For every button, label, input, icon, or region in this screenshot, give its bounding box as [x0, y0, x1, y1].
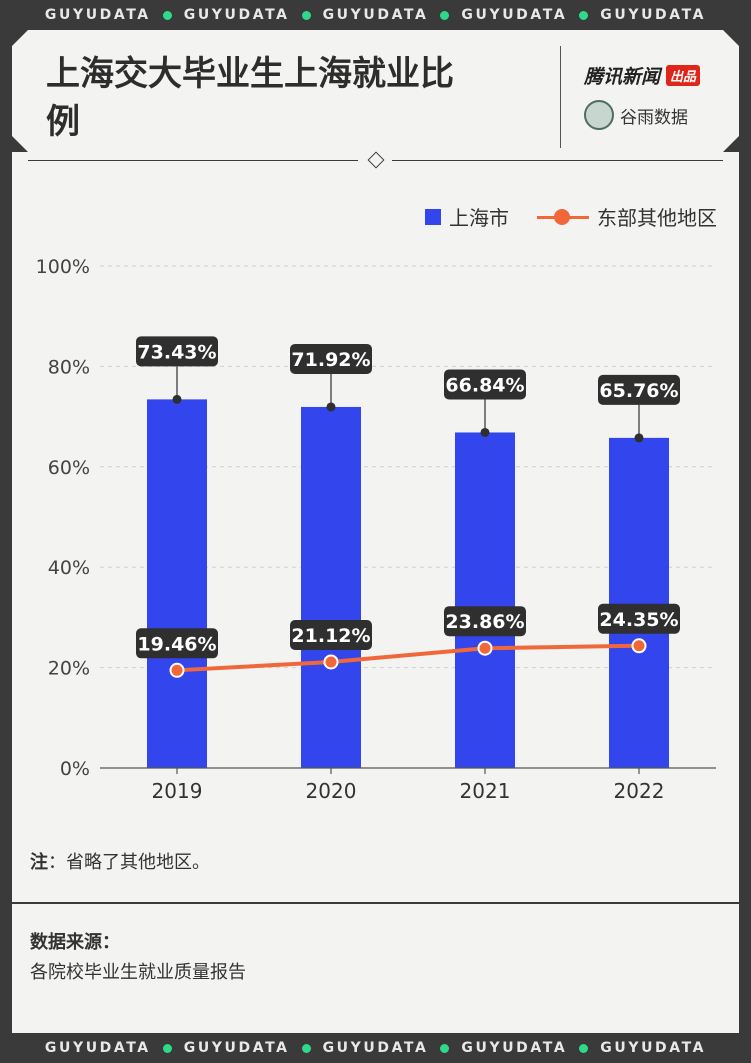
line-value-label: 24.35% — [599, 609, 678, 631]
bar-value-label: 73.43% — [137, 341, 216, 363]
legend-swatch-bar — [425, 208, 441, 225]
source-divider — [12, 902, 739, 904]
bar-value-label-box — [290, 343, 372, 374]
ticker-bottom: GUYUDATA GUYUDATA GUYUDATA GUYUDATA GUYUDATA — [0, 1033, 751, 1063]
y-tick-label: 80% — [48, 356, 90, 378]
x-tick-label: 2021 — [460, 779, 511, 803]
ticker-word: GUYUDATA — [183, 7, 290, 23]
y-tick-label: 0% — [60, 758, 90, 780]
ticker-dot-icon — [162, 1043, 172, 1053]
ticker-word: GUYUDATA — [600, 7, 707, 23]
bar-value-label-box — [444, 369, 526, 400]
bar-leader-dot — [172, 394, 182, 404]
footnote-text: ：省略了其他地区。 — [48, 852, 210, 873]
guyu-data-logo: 谷雨数据 — [584, 100, 688, 130]
page-title: 上海交大毕业生上海就业比例 — [46, 54, 454, 142]
header-divider — [560, 46, 561, 148]
line-value-label: 21.12% — [291, 625, 370, 647]
legend-item-shanghai: 上海市 — [425, 202, 509, 231]
x-tick-label: 2022 — [614, 779, 665, 803]
x-tick-label: 2020 — [306, 779, 357, 803]
line-value-label-box — [290, 619, 372, 650]
ticker-word: GUYUDATA — [44, 7, 151, 23]
tencent-news-badge: 出品 — [666, 65, 701, 86]
ticker-dot-icon — [301, 10, 311, 20]
ticker-word: GUYUDATA — [461, 7, 568, 23]
bar-leader-dot — [480, 427, 490, 437]
ticker-dot-icon — [162, 10, 172, 20]
line-point-2019 — [169, 662, 185, 678]
bar-value-label: 65.76% — [599, 380, 678, 402]
line-point-2021 — [477, 640, 493, 656]
y-tick-label: 40% — [48, 557, 90, 579]
bar-leader-dot — [326, 402, 336, 412]
line-point-2020 — [323, 654, 339, 670]
bar-value-label: 66.84% — [445, 374, 524, 396]
guyu-data-text: 谷雨数据 — [620, 107, 688, 128]
ticker-dot-icon — [579, 1043, 589, 1053]
bar-leader-dot — [634, 433, 644, 443]
footnote: 注：省略了其他地区。 — [30, 848, 210, 874]
ticker-word: GUYUDATA — [461, 1040, 568, 1056]
corner-decoration — [12, 136, 28, 152]
ticker-dot-icon — [579, 10, 589, 20]
ticker-word: GUYUDATA — [600, 1040, 707, 1056]
ticker-top: GUYUDATA GUYUDATA GUYUDATA GUYUDATA GUYUDATA — [0, 0, 751, 30]
line-east-region — [176, 643, 640, 673]
corner-decoration — [723, 136, 739, 152]
chart-legend: 上海市 东部其他地区 — [425, 202, 717, 231]
source-title: 数据来源： — [30, 932, 120, 953]
corner-decoration — [723, 30, 739, 46]
corner-decoration — [12, 30, 28, 46]
bar-2021 — [455, 432, 515, 768]
legend-label-east: 东部其他地区 — [597, 206, 717, 230]
ticker-dot-icon — [301, 1043, 311, 1053]
y-tick-label: 60% — [48, 457, 90, 479]
bar-2022 — [609, 437, 669, 768]
tencent-news-text: 腾讯新闻 — [584, 66, 661, 88]
y-tick-label: 20% — [48, 658, 90, 680]
ticker-word: GUYUDATA — [322, 1040, 429, 1056]
header-rule-left — [28, 160, 358, 161]
line-value-label: 19.46% — [137, 633, 216, 655]
bar-value-label-box — [598, 374, 680, 405]
bar-2019 — [147, 399, 207, 768]
line-value-label: 23.86% — [445, 611, 524, 633]
line-value-label-box — [444, 606, 526, 637]
legend-label-shanghai: 上海市 — [449, 206, 509, 230]
x-tick-label: 2019 — [152, 779, 203, 803]
ticker-dot-icon — [440, 10, 450, 20]
ticker-word: GUYUDATA — [183, 1040, 290, 1056]
line-point-2022 — [631, 638, 647, 654]
bar-value-label-box — [136, 336, 218, 367]
ticker-word: GUYUDATA — [44, 1040, 151, 1056]
ticker-dot-icon — [440, 1043, 450, 1053]
source-text: 各院校毕业生就业质量报告 — [30, 962, 246, 983]
line-value-label-box — [136, 628, 218, 659]
footnote-label: 注 — [30, 852, 48, 873]
header: 上海交大毕业生上海就业比例 腾讯新闻 出品 谷雨数据 — [12, 30, 739, 160]
bar-value-label: 71.92% — [291, 349, 370, 371]
line-value-label-box — [598, 603, 680, 634]
bar-2020 — [301, 406, 361, 768]
header-rule-right — [392, 160, 723, 161]
legend-swatch-line — [537, 208, 589, 226]
chart-card: 上海交大毕业生上海就业比例 腾讯新闻 出品 谷雨数据 上海市 东部其他地区 — [12, 30, 739, 1033]
y-tick-label: 100% — [36, 256, 90, 278]
tencent-news-logo: 腾讯新闻 出品 — [584, 62, 701, 89]
guyu-logo-icon — [584, 100, 614, 130]
combo-chart: 0% 20% 40% 60% 80% 100% 2019 2020 2021 2022 73.43%… — [36, 256, 716, 803]
legend-item-east: 东部其他地区 — [537, 202, 717, 231]
ticker-word: GUYUDATA — [322, 7, 429, 23]
